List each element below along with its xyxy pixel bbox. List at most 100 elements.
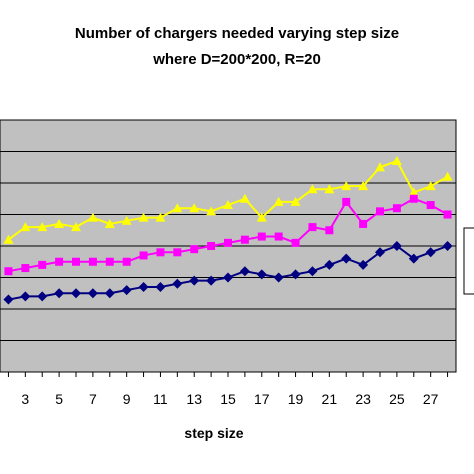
data-point	[20, 222, 31, 232]
x-tick-label: 7	[89, 391, 97, 407]
data-point	[341, 253, 352, 264]
data-point	[375, 162, 385, 172]
x-tick-label: 5	[55, 391, 63, 407]
x-tick-label: 19	[288, 391, 304, 407]
x-tick-label: 13	[186, 391, 202, 407]
data-point	[274, 232, 283, 241]
x-tick-label: 27	[423, 391, 439, 407]
data-point	[359, 219, 368, 228]
data-point	[138, 281, 149, 292]
data-point	[206, 275, 217, 286]
data-point	[189, 203, 200, 213]
data-point	[155, 212, 166, 222]
data-point	[190, 245, 199, 254]
data-point	[207, 242, 216, 250]
series-3	[3, 241, 453, 305]
data-point	[223, 272, 233, 283]
data-point	[21, 264, 30, 273]
data-point	[324, 184, 335, 194]
data-point	[38, 260, 47, 269]
series-2	[4, 194, 452, 276]
data-point	[342, 197, 351, 206]
x-tick-label: 9	[123, 391, 131, 407]
data-point	[273, 196, 284, 206]
data-point	[189, 275, 200, 286]
data-point	[138, 212, 149, 222]
data-point	[3, 294, 14, 305]
data-point	[156, 248, 165, 257]
data-point	[121, 285, 132, 296]
data-point	[54, 218, 65, 228]
data-point	[121, 215, 132, 225]
data-point	[426, 201, 435, 210]
series-1	[3, 155, 453, 244]
x-tick-label: 17	[254, 391, 270, 407]
data-point	[358, 259, 369, 270]
data-point	[72, 257, 80, 266]
x-tick-label: 21	[322, 391, 338, 407]
data-point	[88, 257, 97, 266]
x-tick-labels: 3 5 7 9 11 13 15 17 19 21 23 25 27	[21, 391, 438, 407]
data-point	[71, 288, 81, 299]
x-tick-label: 23	[355, 391, 371, 407]
data-point	[20, 291, 31, 302]
data-point	[240, 235, 249, 244]
data-point	[376, 207, 384, 216]
data-point	[409, 194, 418, 203]
data-point	[87, 288, 98, 299]
data-point	[273, 272, 284, 283]
data-point	[206, 206, 217, 216]
data-point	[256, 269, 267, 280]
data-point	[391, 155, 402, 165]
x-tick-label: 11	[153, 391, 168, 407]
data-point	[290, 196, 301, 206]
data-point	[307, 184, 318, 194]
data-point	[223, 200, 233, 210]
data-point	[139, 251, 148, 260]
data-point	[442, 171, 453, 181]
data-point	[324, 259, 335, 270]
data-point	[391, 241, 402, 251]
data-point	[425, 247, 436, 258]
data-point	[239, 193, 250, 203]
data-point	[122, 257, 131, 266]
data-point	[172, 203, 183, 213]
chart-title-line-2: where D=200*200, R=20	[153, 51, 321, 68]
data-point	[425, 181, 436, 191]
data-point	[239, 266, 250, 277]
data-point	[87, 212, 98, 222]
data-point	[256, 212, 267, 222]
x-axis-title: step size	[184, 425, 243, 441]
data-point	[104, 218, 115, 228]
data-point	[3, 234, 14, 244]
data-point	[4, 267, 13, 276]
data-point	[172, 278, 183, 289]
data-point	[325, 226, 334, 235]
x-tick-label: 25	[389, 391, 405, 407]
data-point	[257, 232, 266, 241]
chart-title-line-1: Number of chargers needed varying step s…	[74, 25, 400, 42]
data-point	[308, 223, 317, 232]
data-point	[408, 253, 419, 264]
data-point	[375, 247, 385, 258]
data-point	[442, 241, 453, 251]
data-point	[71, 222, 81, 232]
x-tick-label: 3	[21, 391, 29, 407]
data-point	[173, 248, 182, 257]
data-point	[55, 257, 64, 266]
series-layer	[3, 155, 453, 305]
data-point	[37, 222, 48, 232]
x-tick-label: 15	[220, 391, 236, 407]
data-point	[291, 238, 300, 247]
data-point	[358, 181, 369, 191]
data-point	[392, 204, 401, 213]
data-point	[307, 266, 318, 277]
data-point	[54, 288, 65, 299]
legend-box	[463, 227, 474, 295]
data-point	[104, 288, 115, 299]
data-point	[341, 181, 352, 191]
data-point	[155, 281, 166, 292]
data-point	[443, 210, 452, 219]
data-point	[224, 238, 232, 247]
